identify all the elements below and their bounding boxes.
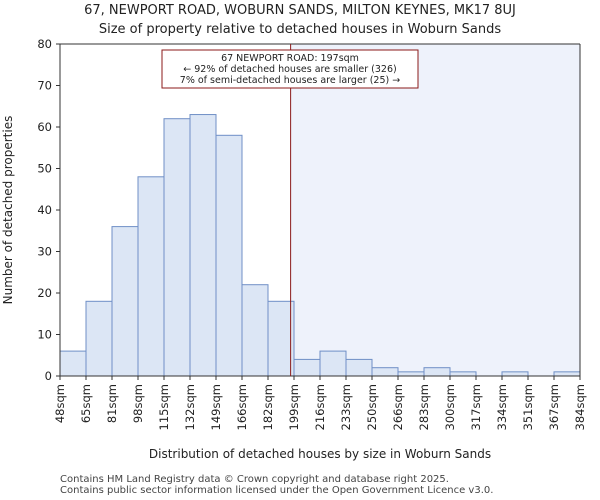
bar-250sqm [371, 367, 399, 377]
annotation-line3: 7% of semi-detached houses are larger (2… [180, 75, 400, 86]
bar-65sqm [85, 300, 113, 377]
bar-115sqm [163, 118, 191, 377]
y-tick-label-10: 10 [37, 328, 52, 342]
bar-182sqm [267, 300, 295, 377]
x-tick-label-334sqm: 334sqm [495, 384, 509, 430]
y-tick-label-80: 80 [37, 37, 52, 51]
bar-149sqm [215, 134, 243, 377]
x-axis-label: Distribution of detached houses by size … [149, 447, 491, 461]
bar-283sqm [423, 367, 451, 377]
x-tick-label-384sqm: 384sqm [573, 384, 587, 430]
x-tick-label-216sqm: 216sqm [313, 384, 327, 430]
x-tick-label-317sqm: 317sqm [469, 384, 483, 430]
x-tick-label-300sqm: 300sqm [443, 384, 457, 430]
bar-266sqm [397, 371, 425, 377]
bar-199sqm [293, 358, 321, 377]
annotation-line2: ← 92% of detached houses are smaller (32… [183, 64, 396, 75]
bar-48sqm [59, 350, 87, 377]
bar-216sqm [319, 350, 347, 377]
bar-300sqm [449, 371, 477, 377]
x-tick-label-250sqm: 250sqm [365, 384, 379, 430]
chart-title-line2: Size of property relative to detached ho… [99, 22, 502, 37]
bar-81sqm [111, 226, 139, 377]
footer-line2: Contains public sector information licen… [60, 485, 494, 496]
bar-367sqm [553, 371, 581, 377]
x-tick-label-166sqm: 166sqm [235, 384, 249, 430]
x-tick-label-351sqm: 351sqm [521, 384, 535, 430]
bar-334sqm [501, 371, 529, 377]
x-tick-label-132sqm: 132sqm [183, 384, 197, 430]
y-tick-label-20: 20 [37, 286, 52, 300]
bar-233sqm [345, 358, 373, 377]
annotation-box [161, 49, 419, 89]
y-axis-label: Number of detached properties [1, 116, 15, 305]
x-tick-label-266sqm: 266sqm [391, 384, 405, 430]
x-tick-label-283sqm: 283sqm [417, 384, 431, 430]
plot-area: 0 10 20 30 40 50 60 70 80 48sqm 65sqm 81sqm 98sqm 115… [37, 37, 587, 430]
bar-132sqm [189, 114, 217, 377]
x-tick-label-199sqm: 199sqm [287, 384, 301, 430]
y-tick-label-70: 70 [37, 79, 52, 93]
footer-line1: Contains HM Land Registry data © Crown c… [60, 474, 449, 485]
x-tick-label-115sqm: 115sqm [157, 384, 171, 430]
y-tick-label-30: 30 [37, 245, 52, 259]
y-tick-label-60: 60 [37, 120, 52, 134]
y-tick-label-50: 50 [37, 162, 52, 176]
chart-title-line1: 67, NEWPORT ROAD, WOBURN SANDS, MILTON K… [84, 3, 516, 18]
x-tick-label-233sqm: 233sqm [339, 384, 353, 430]
highlight-region [290, 44, 580, 376]
x-tick-label-149sqm: 149sqm [209, 384, 223, 430]
y-tick-label-0: 0 [45, 369, 52, 383]
annotation-line1: 67 NEWPORT ROAD: 197sqm [221, 53, 359, 64]
x-tick-label-81sqm: 81sqm [105, 384, 119, 423]
bar-166sqm [241, 284, 269, 377]
bar-98sqm [137, 176, 165, 377]
x-tick-label-367sqm: 367sqm [547, 384, 561, 430]
x-tick-label-65sqm: 65sqm [79, 384, 93, 423]
x-tick-label-48sqm: 48sqm [53, 384, 67, 423]
y-tick-label-40: 40 [37, 203, 52, 217]
x-tick-label-98sqm: 98sqm [131, 384, 145, 423]
x-tick-label-182sqm: 182sqm [261, 384, 275, 430]
